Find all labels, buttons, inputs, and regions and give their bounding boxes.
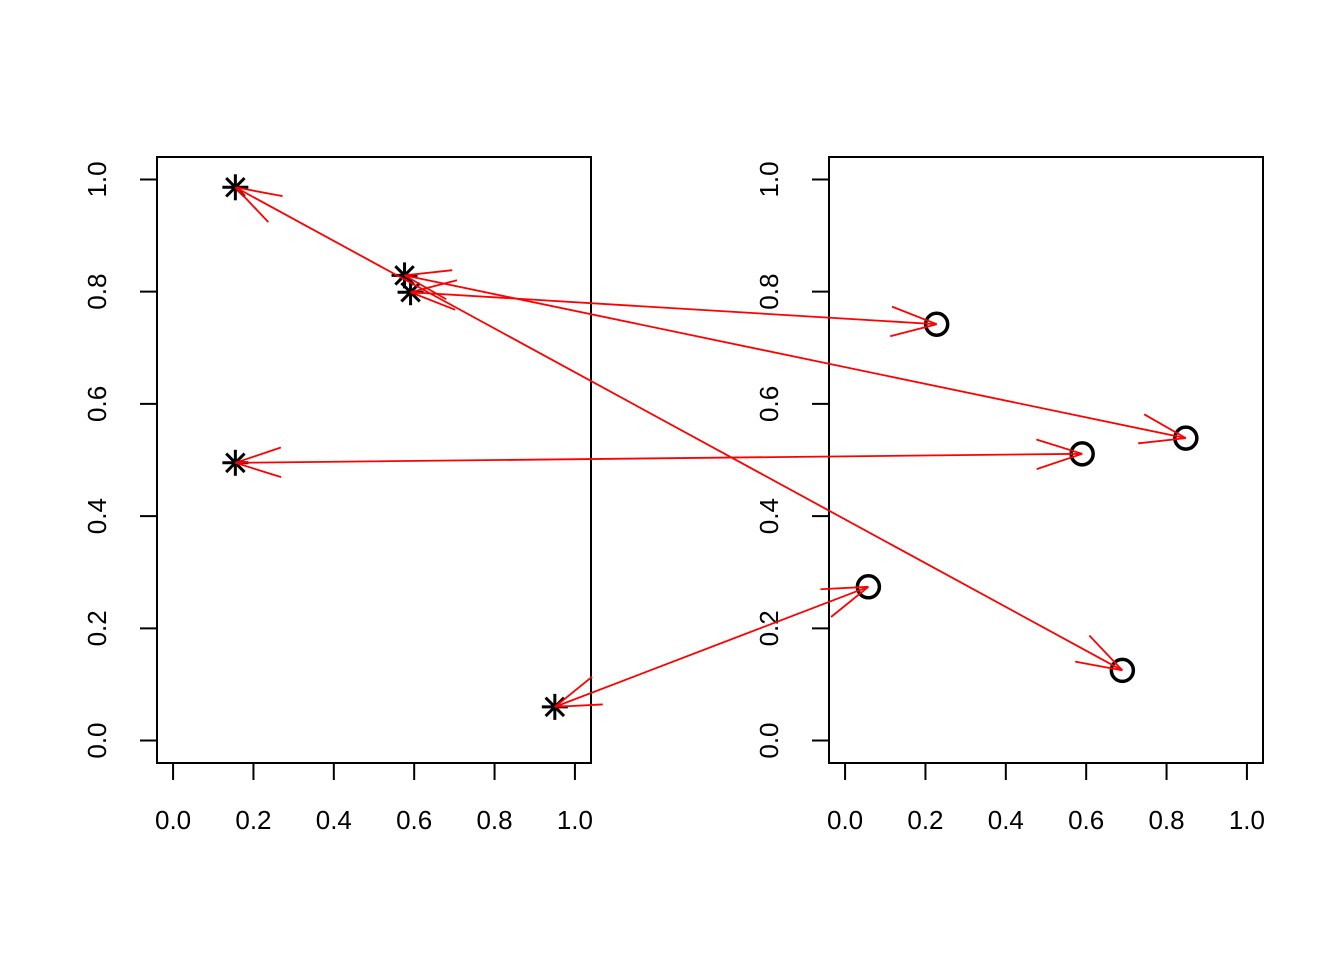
arrow xyxy=(404,269,1187,445)
arrow-head xyxy=(235,461,282,479)
y-tick-label: 0.4 xyxy=(754,498,784,534)
arrow-head xyxy=(890,323,937,338)
x-tick-label: 0.0 xyxy=(155,805,191,835)
y-tick-label: 0.0 xyxy=(754,722,784,758)
point xyxy=(1173,425,1199,451)
arrow-head xyxy=(410,279,458,294)
arrow-head xyxy=(1036,452,1083,470)
arrow xyxy=(234,186,1124,672)
point xyxy=(1109,657,1136,684)
arrow-head xyxy=(830,586,869,618)
x-tick-label: 0.8 xyxy=(1148,805,1184,835)
y-tick-label: 1.0 xyxy=(754,161,784,197)
arrow-head xyxy=(1138,437,1186,445)
arrow-head xyxy=(404,274,447,301)
arrow-shaft xyxy=(234,186,1123,672)
x-tick-label: 1.0 xyxy=(1229,805,1265,835)
arrow xyxy=(410,279,938,338)
x-tick-label: 0.6 xyxy=(1068,805,1104,835)
y-tick-label: 0.2 xyxy=(82,610,112,646)
arrow-shaft xyxy=(410,291,937,326)
y-tick-label: 0.8 xyxy=(82,274,112,310)
arrow-head xyxy=(891,305,938,326)
x-tick-label: 0.4 xyxy=(316,805,352,835)
plot-box xyxy=(828,156,1264,764)
x-tick-label: 0.2 xyxy=(907,805,943,835)
arrow xyxy=(554,585,869,708)
arrow-head xyxy=(234,186,270,223)
arrow-head xyxy=(235,186,283,197)
x-tick-label: 0.6 xyxy=(396,805,432,835)
y-tick-label: 0.8 xyxy=(754,274,784,310)
y-tick-label: 0.0 xyxy=(82,722,112,758)
arrow-head xyxy=(235,446,282,464)
arrow-head xyxy=(1088,634,1124,672)
arrow-head xyxy=(410,291,456,311)
x-tick-label: 1.0 xyxy=(557,805,593,835)
x-tick-label: 0.8 xyxy=(476,805,512,835)
arrow-head xyxy=(1143,413,1187,439)
arrow-head xyxy=(404,269,453,277)
arrow-head xyxy=(1075,660,1123,672)
arrow-shaft xyxy=(554,585,869,708)
arrow-head xyxy=(1036,438,1083,455)
arrow-head xyxy=(554,676,593,708)
y-tick-label: 0.6 xyxy=(82,386,112,422)
arrow-head xyxy=(554,703,603,708)
x-tick-label: 0.2 xyxy=(235,805,271,835)
arrow-shaft xyxy=(235,452,1083,464)
x-tick-label: 0.4 xyxy=(988,805,1024,835)
arrow-shaft xyxy=(404,274,1187,439)
y-tick-label: 0.6 xyxy=(754,386,784,422)
arrow-head xyxy=(820,585,869,591)
arrow xyxy=(235,438,1083,479)
y-tick-label: 0.4 xyxy=(82,498,112,534)
y-tick-label: 1.0 xyxy=(82,161,112,197)
x-tick-label: 0.0 xyxy=(827,805,863,835)
